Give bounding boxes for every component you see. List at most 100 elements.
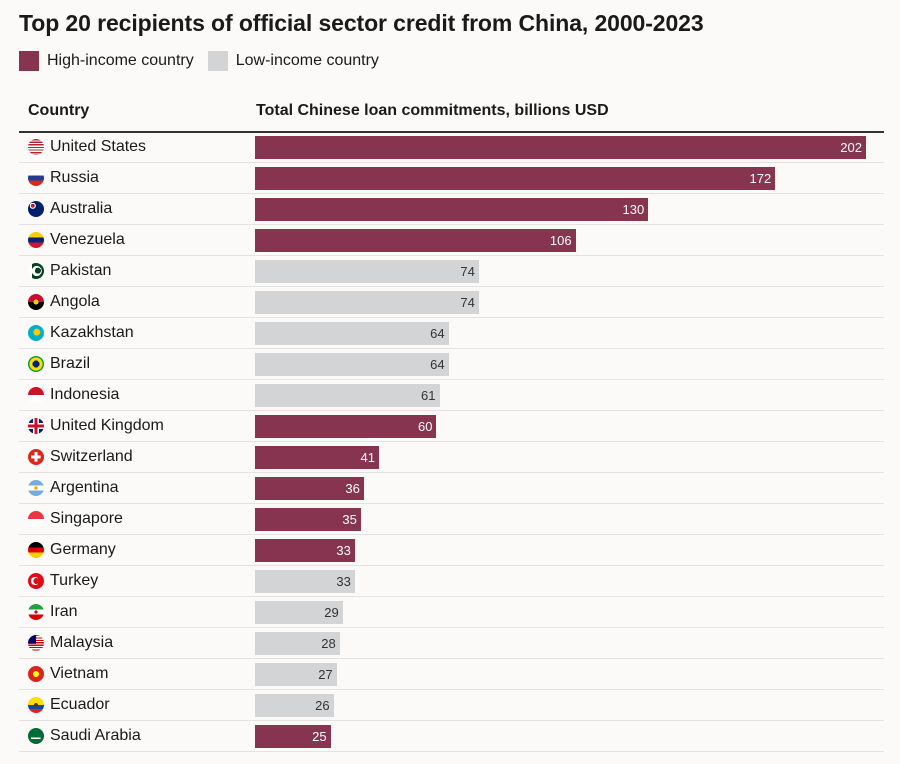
bar: 130 bbox=[255, 198, 649, 221]
country-label: Vietnam bbox=[50, 665, 109, 682]
country-label: Germany bbox=[50, 541, 116, 558]
table-row: Saudi Arabia 25 bbox=[19, 721, 884, 752]
bar: 29 bbox=[255, 601, 343, 624]
bar: 61 bbox=[255, 384, 440, 407]
country-label: Turkey bbox=[50, 572, 99, 589]
angola-flag-icon bbox=[28, 294, 44, 310]
bar-value-label: 25 bbox=[312, 729, 327, 744]
table-row: Russia 172 bbox=[19, 163, 884, 194]
malaysia-flag-icon bbox=[28, 635, 44, 651]
country-label: Argentina bbox=[50, 479, 119, 496]
bar-value-label: 26 bbox=[315, 698, 330, 713]
legend-label-high: High-income country bbox=[47, 52, 194, 69]
bar: 36 bbox=[255, 477, 364, 500]
bar-value-label: 64 bbox=[430, 326, 445, 341]
country-label: Switzerland bbox=[50, 448, 133, 465]
bar-value-label: 33 bbox=[336, 574, 351, 589]
country-label: Venezuela bbox=[50, 231, 125, 248]
legend: High-income country Low-income country bbox=[19, 51, 393, 71]
table-row: Brazil 64 bbox=[19, 349, 884, 380]
iran-flag-icon bbox=[28, 604, 44, 620]
country-label: Brazil bbox=[50, 355, 91, 372]
vietnam-flag-icon bbox=[28, 666, 44, 682]
saudi-arabia-flag-icon bbox=[28, 728, 44, 744]
table-row: Pakistan 74 bbox=[19, 256, 884, 287]
bar: 74 bbox=[255, 260, 479, 283]
bar-value-label: 29 bbox=[324, 605, 339, 620]
country-label: Saudi Arabia bbox=[50, 727, 141, 744]
table-row: Argentina 36 bbox=[19, 473, 884, 504]
bar-value-label: 35 bbox=[342, 512, 357, 527]
bar: 60 bbox=[255, 415, 437, 438]
legend-swatch-low bbox=[207, 51, 228, 71]
table-row: Switzerland 41 bbox=[19, 442, 884, 473]
bar-value-label: 33 bbox=[336, 543, 351, 558]
bar: 33 bbox=[255, 539, 355, 562]
bar: 64 bbox=[255, 353, 449, 376]
legend-label-low: Low-income country bbox=[235, 52, 379, 69]
bar-value-label: 106 bbox=[549, 233, 572, 248]
turkey-flag-icon bbox=[28, 573, 44, 589]
bar: 74 bbox=[255, 291, 479, 314]
table-row: Angola 74 bbox=[19, 287, 884, 318]
indonesia-flag-icon bbox=[28, 387, 44, 403]
bar-value-label: 64 bbox=[430, 357, 445, 372]
bar: 33 bbox=[255, 570, 355, 593]
header-rule bbox=[19, 131, 884, 133]
table-row: Iran 29 bbox=[19, 597, 884, 628]
table-row: Singapore 35 bbox=[19, 504, 884, 535]
table-row: Kazakhstan 64 bbox=[19, 318, 884, 349]
bar: 106 bbox=[255, 229, 576, 252]
argentina-flag-icon bbox=[28, 480, 44, 496]
bar: 26 bbox=[255, 694, 334, 717]
ecuador-flag-icon bbox=[28, 697, 44, 713]
country-label: United States bbox=[50, 138, 147, 155]
table-row: Ecuador 26 bbox=[19, 690, 884, 721]
country-label: Australia bbox=[50, 200, 113, 217]
brazil-flag-icon bbox=[28, 356, 44, 372]
germany-flag-icon bbox=[28, 542, 44, 558]
table-row: United Kingdom 60 bbox=[19, 411, 884, 442]
bar: 25 bbox=[255, 725, 331, 748]
bar: 64 bbox=[255, 322, 449, 345]
column-header-value: Total Chinese loan commitments, billions… bbox=[256, 102, 609, 119]
kazakhstan-flag-icon bbox=[28, 325, 44, 341]
table-row: Malaysia 28 bbox=[19, 628, 884, 659]
country-label: Malaysia bbox=[50, 634, 114, 651]
bar: 202 bbox=[255, 136, 866, 159]
bar: 27 bbox=[255, 663, 337, 686]
bar: 35 bbox=[255, 508, 361, 531]
table-row: Germany 33 bbox=[19, 535, 884, 566]
country-label: Pakistan bbox=[50, 262, 112, 279]
country-label: Kazakhstan bbox=[50, 324, 134, 341]
table-row: Australia 130 bbox=[19, 194, 884, 225]
legend-item-low: Low-income country bbox=[207, 51, 379, 71]
country-label: Singapore bbox=[50, 510, 123, 527]
bar: 28 bbox=[255, 632, 340, 655]
country-label: Russia bbox=[50, 169, 99, 186]
table-row: United States 202 bbox=[19, 132, 884, 163]
bar-value-label: 60 bbox=[418, 419, 433, 434]
legend-swatch-high bbox=[19, 51, 39, 71]
australia-flag-icon bbox=[28, 201, 44, 217]
bar-value-label: 74 bbox=[460, 264, 475, 279]
bar: 172 bbox=[255, 167, 776, 190]
bar-value-label: 202 bbox=[840, 140, 862, 155]
pakistan-flag-icon bbox=[28, 263, 44, 279]
country-label: Angola bbox=[50, 293, 100, 310]
bar: 41 bbox=[255, 446, 379, 469]
table-row: Indonesia 61 bbox=[19, 380, 884, 411]
chart-title: Top 20 recipients of official sector cre… bbox=[19, 10, 704, 36]
bar-value-label: 28 bbox=[321, 636, 336, 651]
column-header-country: Country bbox=[28, 102, 90, 119]
country-label: Iran bbox=[50, 603, 78, 620]
bar-value-label: 36 bbox=[345, 481, 360, 496]
bar-value-label: 41 bbox=[360, 450, 375, 465]
us-flag-icon bbox=[28, 139, 44, 155]
bar-value-label: 74 bbox=[460, 295, 475, 310]
bar-value-label: 130 bbox=[622, 202, 645, 217]
singapore-flag-icon bbox=[28, 511, 44, 527]
switzerland-flag-icon bbox=[28, 449, 44, 465]
country-label: United Kingdom bbox=[50, 417, 164, 434]
uk-flag-icon bbox=[28, 418, 44, 434]
